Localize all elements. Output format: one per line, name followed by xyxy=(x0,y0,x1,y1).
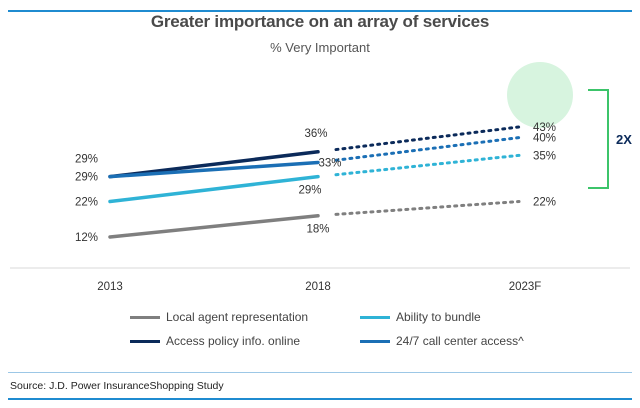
series-line-solid xyxy=(108,160,320,179)
series-line-solid xyxy=(108,174,320,204)
data-label: 35% xyxy=(533,150,556,162)
data-label: 43% xyxy=(533,122,556,134)
legend-label: Ability to bundle xyxy=(396,310,481,324)
legend-label: 24/7 call center access^ xyxy=(396,334,524,348)
series-line-forecast xyxy=(334,125,521,152)
legend-item-local-agent: Local agent representation xyxy=(130,310,308,324)
legend-item-bundle: Ability to bundle xyxy=(360,310,481,324)
end-rule xyxy=(8,398,632,400)
data-label: 36% xyxy=(304,128,327,140)
data-label: 29% xyxy=(75,154,98,166)
legend-swatch xyxy=(130,315,160,319)
highlight-bracket xyxy=(588,89,609,189)
data-label: 29% xyxy=(298,185,321,197)
x-tick-label: 2013 xyxy=(97,281,123,293)
series-line-forecast xyxy=(334,153,521,177)
legend-item-call-center: 24/7 call center access^ xyxy=(360,334,524,348)
bottom-rule xyxy=(8,372,632,373)
series-line-forecast xyxy=(334,200,521,216)
data-label: 18% xyxy=(306,224,329,236)
data-label: 40% xyxy=(533,133,556,145)
legend-swatch xyxy=(130,339,160,343)
chart-title: Greater importance on an array of servic… xyxy=(150,12,490,31)
highlight-circle xyxy=(507,62,573,128)
legend-label: Access policy info. online xyxy=(166,334,301,348)
top-rule xyxy=(8,10,632,12)
legend-swatch xyxy=(360,315,390,319)
data-label: 33% xyxy=(318,157,341,169)
data-label: 12% xyxy=(75,232,98,244)
legend-swatch xyxy=(360,339,390,343)
x-tick-label: 2023F xyxy=(509,281,542,293)
series-line-forecast xyxy=(334,136,521,162)
source-note: Source: J.D. Power InsuranceShopping Stu… xyxy=(10,380,224,392)
data-label: 22% xyxy=(533,197,556,209)
series-line-solid xyxy=(108,150,320,179)
x-tick-label: 2018 xyxy=(305,281,331,293)
legend-item-policy-online: Access policy info. online xyxy=(130,334,300,348)
data-label: 29% xyxy=(75,172,98,184)
series-line-solid xyxy=(108,213,320,239)
legend-label: Local agent representation xyxy=(166,310,309,324)
highlight-label: 2X xyxy=(616,132,632,147)
chart-subtitle: % Very Important xyxy=(270,40,370,55)
data-label: 22% xyxy=(75,197,98,209)
